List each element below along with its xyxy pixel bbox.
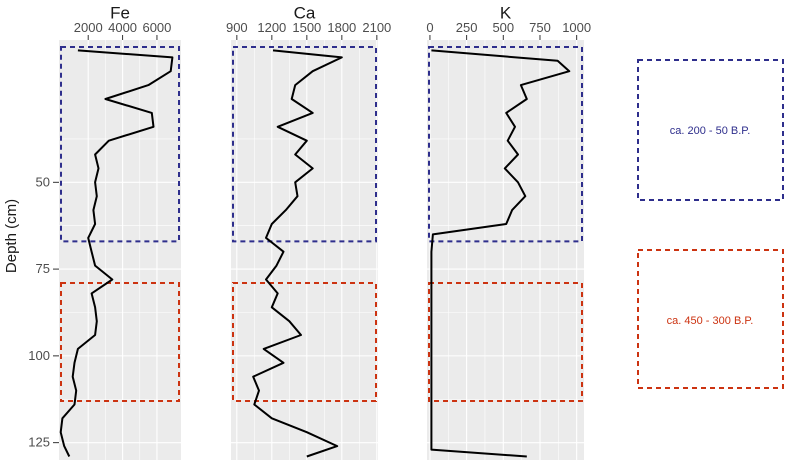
y-tick-label: 100 [28, 348, 50, 363]
legend-box-2 [637, 249, 784, 389]
panel-background [231, 40, 378, 460]
series-line-fe [59, 49, 174, 457]
x-tick-label: 6000 [142, 20, 171, 35]
panels: 50 75 100 125 2000 4000 6000 Fe 900 1200 1500 1800 2… [28, 3, 591, 460]
legend-label-1: ca. 200 - 50 B.P. [670, 125, 751, 137]
x-tick-label: 750 [529, 20, 551, 35]
panel-ca: 900 1200 1500 1800 2100 Ca [226, 3, 391, 460]
zone-1-box [232, 45, 377, 243]
x-tick-label: 0 [426, 20, 433, 35]
zone-2-box [232, 281, 377, 402]
series-line-k [430, 49, 571, 458]
legend-box-1 [637, 59, 784, 201]
x-tick-label: 1800 [327, 20, 356, 35]
x-tick-label: 250 [456, 20, 478, 35]
x-tick-label: 4000 [108, 20, 137, 35]
x-tick-label: 1500 [292, 20, 321, 35]
y-tick-label: 75 [36, 261, 50, 276]
panel-title: K [500, 3, 512, 22]
zone-1-box [428, 45, 583, 243]
x-tick-label: 2100 [362, 20, 391, 35]
panel-background [427, 40, 584, 460]
x-tick-label: 500 [492, 20, 514, 35]
x-tick-label: 1200 [257, 20, 286, 35]
zone-2-box [60, 281, 180, 402]
x-tick-label: 1000 [562, 20, 591, 35]
panel-background [59, 40, 181, 460]
legend-zone-2: ca. 450 - 300 B.P. [637, 249, 784, 389]
panel-title: Fe [110, 3, 130, 22]
y-tick-label: 125 [28, 435, 50, 450]
y-tick-label: 50 [36, 174, 50, 189]
panel-k: 0 250 500 750 1000 K [426, 3, 591, 460]
x-tick-label: 2000 [74, 20, 103, 35]
y-axis-title: Depth (cm) [3, 199, 20, 273]
zone-1-box [60, 45, 180, 243]
legend-label-2: ca. 450 - 300 B.P. [667, 315, 754, 327]
legend-zone-1: ca. 200 - 50 B.P. [637, 59, 784, 201]
zone-2-box [428, 281, 583, 402]
panel-title: Ca [294, 3, 316, 22]
series-line-ca [252, 49, 343, 458]
x-tick-label: 900 [226, 20, 248, 35]
panel-fe: 2000 4000 6000 Fe [59, 3, 181, 460]
